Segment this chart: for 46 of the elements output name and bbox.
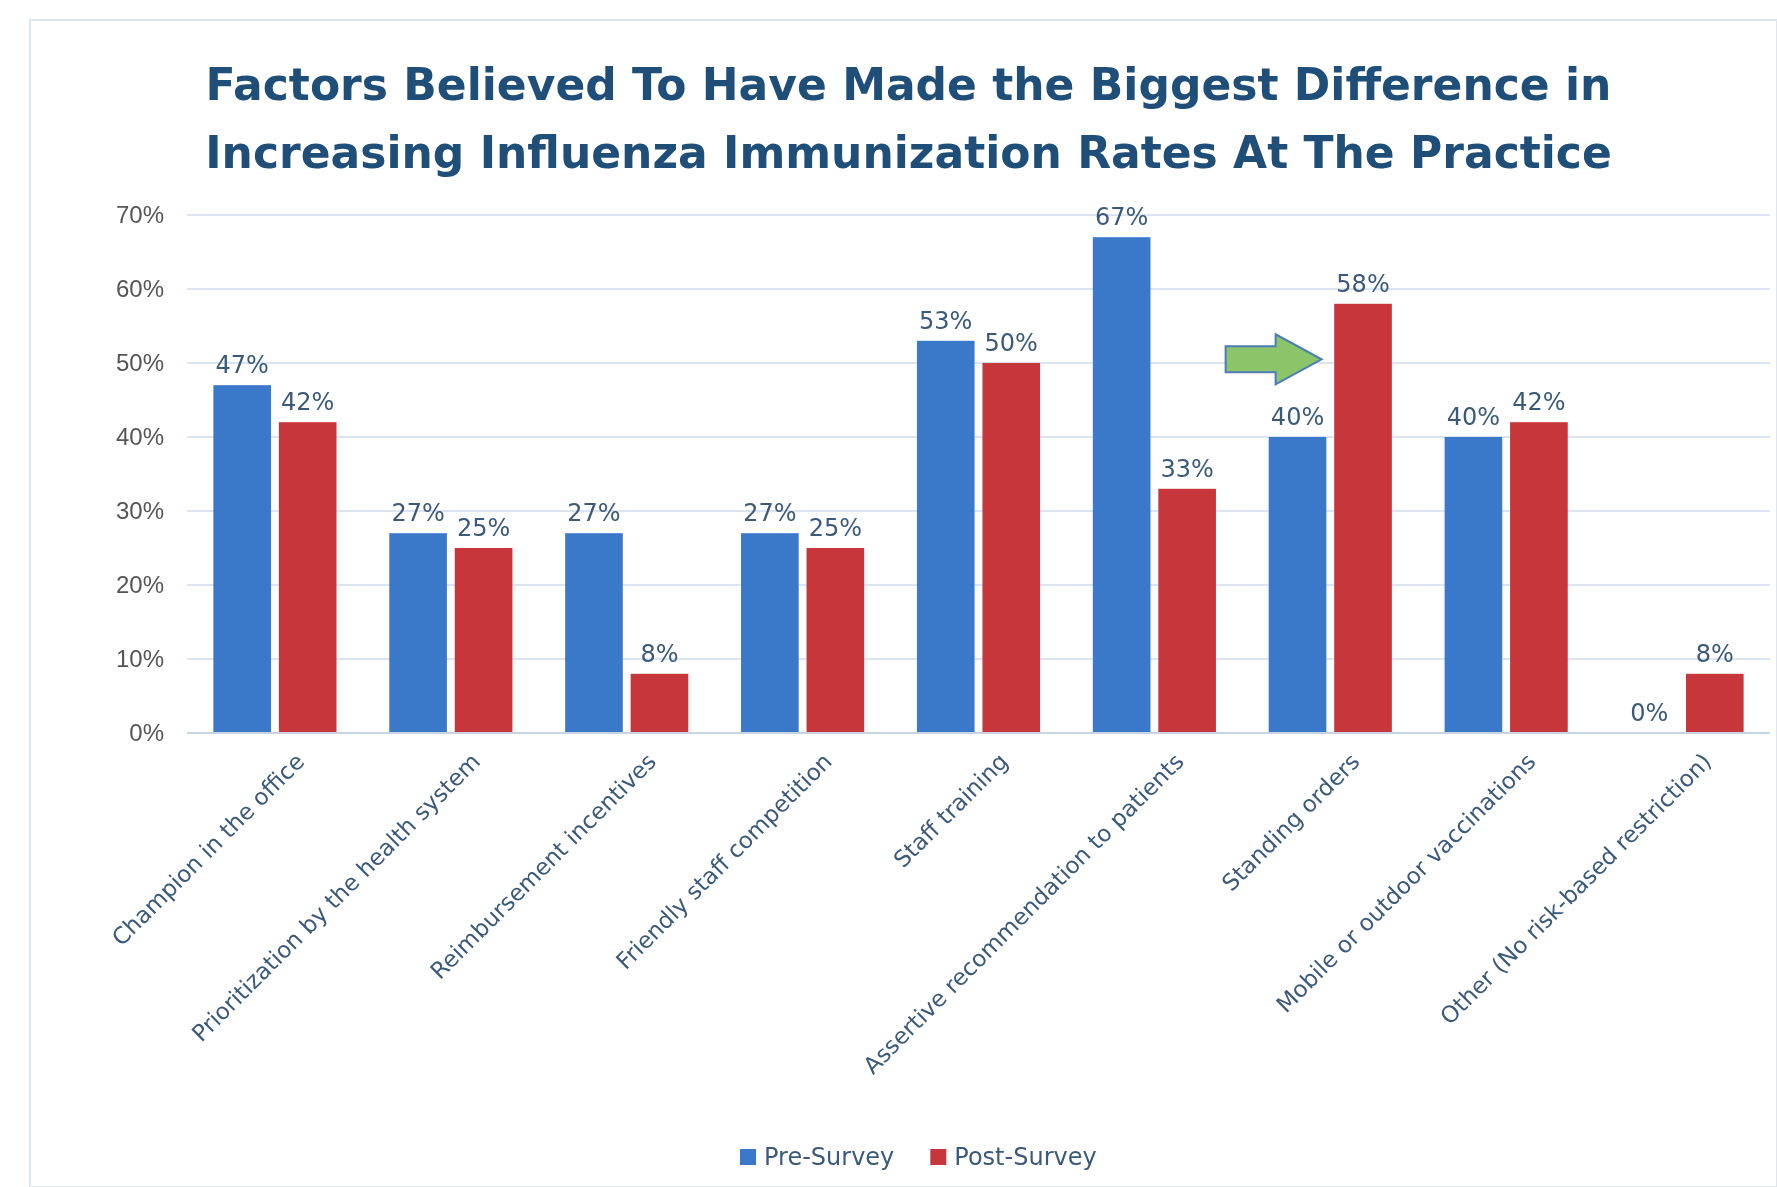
- data-label: 42%: [281, 388, 335, 417]
- bar: [916, 340, 975, 733]
- data-label: 40%: [1446, 403, 1501, 431]
- data-label: 27%: [391, 499, 445, 528]
- bar: [1092, 237, 1151, 733]
- data-label: 40%: [1270, 403, 1325, 431]
- y-tick-label: 50%: [115, 349, 164, 377]
- bar: [1685, 673, 1744, 733]
- legend-label: Pre-Survey: [764, 1143, 895, 1171]
- bar: [630, 673, 689, 733]
- bar: [741, 533, 799, 733]
- y-tick-label: 40%: [115, 423, 164, 451]
- bar: [389, 533, 447, 733]
- data-label: 58%: [1336, 269, 1390, 298]
- y-tick-label: 20%: [115, 571, 164, 599]
- data-label: 47%: [215, 351, 269, 380]
- chart-title: Factors Believed To Have Made the Biggest Difference in Increasing Influenza Immunization Rates At The Practice: [205, 59, 1612, 178]
- bar: [1334, 303, 1392, 733]
- data-label: 67%: [1094, 203, 1149, 232]
- bar: [454, 548, 513, 733]
- bar: [1268, 437, 1327, 733]
- bar: [1510, 422, 1568, 733]
- data-label: 0%: [1630, 699, 1669, 727]
- data-label: 50%: [984, 329, 1038, 357]
- y-tick-label: 70%: [115, 201, 164, 229]
- data-label: 42%: [1512, 388, 1566, 417]
- bar: [1158, 488, 1216, 733]
- data-label: 27%: [567, 499, 621, 528]
- data-label: 33%: [1160, 454, 1214, 483]
- data-label: 8%: [1695, 639, 1734, 668]
- legend-label: Post-Survey: [954, 1143, 1097, 1171]
- bar: [213, 385, 272, 733]
- bar: [1444, 437, 1503, 733]
- bar: [982, 363, 1041, 733]
- data-label: 8%: [640, 639, 679, 668]
- bar: [806, 548, 865, 733]
- y-tick-label: 10%: [115, 645, 164, 673]
- bar: [565, 533, 623, 733]
- data-label: 27%: [743, 499, 797, 528]
- data-label: 25%: [456, 514, 511, 542]
- data-label: 53%: [919, 306, 973, 335]
- y-tick-label: 0%: [129, 719, 164, 747]
- bar: [278, 422, 337, 733]
- data-label: 25%: [808, 514, 863, 542]
- y-tick-label: 60%: [115, 275, 164, 303]
- y-tick-label: 30%: [115, 497, 164, 525]
